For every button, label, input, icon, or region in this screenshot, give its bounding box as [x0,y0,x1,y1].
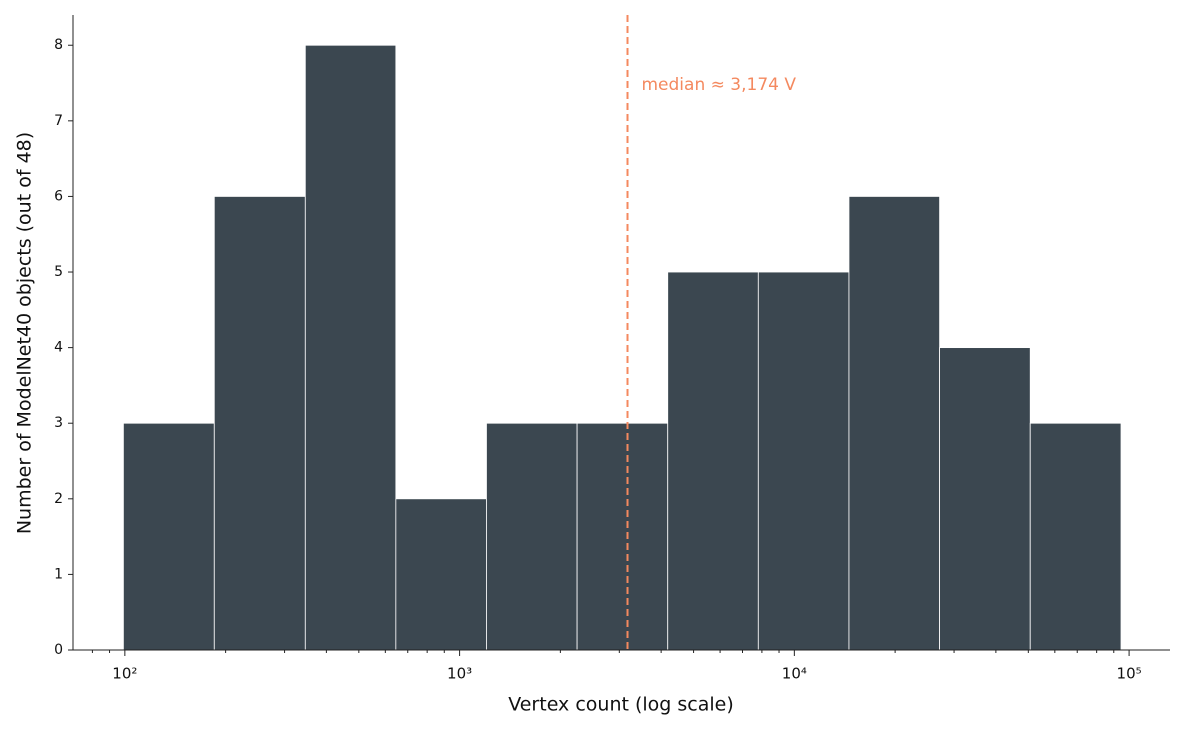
x-tick-label: 10² [112,665,137,683]
x-tick-label: 10³ [447,665,472,683]
y-tick-label: 5 [54,264,63,280]
bar [848,196,940,651]
bar [1029,422,1122,651]
y-tick-label: 0 [54,642,63,658]
y-tick-label: 6 [54,188,63,204]
x-tick-label: 10⁵ [1117,665,1142,683]
y-tick-label: 3 [54,415,63,431]
y-axis-label: Number of ModelNet40 objects (out of 48) [14,132,36,534]
bar [576,422,669,651]
bar [304,44,397,651]
y-tick-label: 8 [54,37,63,53]
bar [486,422,578,651]
bar [213,196,306,651]
y-tick-label: 2 [54,491,63,507]
x-tick-label: 10⁴ [782,665,807,683]
bar [667,271,759,651]
y-tick-label: 7 [54,113,63,129]
y-tick-label: 4 [54,340,63,356]
bar [395,498,487,651]
bar [122,422,215,651]
bar [939,347,1031,651]
median-label: median ≈ 3,174 V [642,75,797,95]
y-tick-label: 1 [54,566,63,582]
x-axis-label: Vertex count (log scale) [508,694,734,716]
bar [757,271,850,651]
